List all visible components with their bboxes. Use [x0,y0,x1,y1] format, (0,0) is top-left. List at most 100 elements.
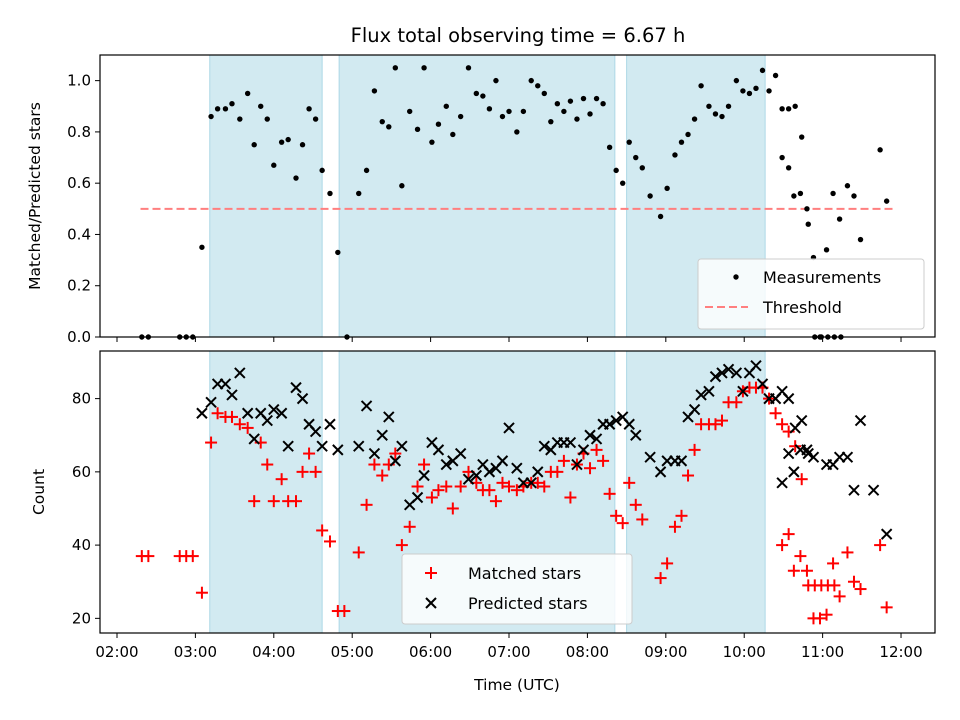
measurement-point [312,116,319,122]
predicted-star-point [296,392,309,405]
matched-star-point [531,476,544,489]
y-tick-label: 0.6 [67,174,91,192]
measurement-point [278,139,285,145]
matched-star-point [854,583,867,596]
matched-star-point [776,418,789,431]
matched-star-point [483,484,496,497]
predicted-star-point [854,414,867,427]
predicted-star-point [788,466,800,478]
measurement-point [626,139,632,145]
bottom-axes-frame [99,350,936,634]
matched-star-point [787,564,800,577]
matched-star-point [590,443,603,456]
measurement-point [823,247,830,253]
matched-star-point [296,465,309,478]
measurement-point [222,106,229,112]
measurement-point [606,144,613,150]
legend-predicted-label: Predicted stars [468,594,588,613]
predicted-star-point [275,407,288,419]
measurement-point [587,111,593,117]
x-tick-label: 06:00 [409,643,452,661]
x-tick-label: 04:00 [252,643,295,661]
measurement-point [548,118,554,125]
matched-star-point [440,480,453,493]
predicted-star-point [867,484,880,496]
measurement-point [785,165,792,171]
shaded-interval [209,54,323,338]
measurement-point [799,134,805,140]
predicted-star-point [709,370,722,383]
y-tick-label: 20 [72,609,91,627]
shaded-interval [338,54,616,338]
matched-star-point [597,454,610,467]
matched-star-point [389,447,402,460]
measurement-point [725,103,732,109]
predicted-star-point [703,385,715,397]
matched-star-point [510,484,523,497]
predicted-star-point [630,429,642,441]
y-tick-label: 40 [72,536,91,554]
top-axes-frame [99,54,936,338]
measurement-point [574,116,580,122]
predicted-star-point [750,359,762,372]
measurement-point [639,165,645,171]
measurement-point [486,106,493,112]
predicted-star-point [396,440,408,452]
predicted-star-point [610,414,622,427]
matched-star-point [682,469,695,482]
predicted-star-point [737,385,749,397]
measurement-point [392,65,399,71]
shaded-interval [209,350,323,634]
matched-star-point [323,535,336,548]
matched-star-point [827,557,840,570]
x-tick-label: 07:00 [487,643,530,661]
measurement-point [554,101,561,107]
predicted-star-point [219,378,232,390]
measurement-point [237,116,243,122]
measurement-point [244,90,251,97]
matched-star-point [446,502,459,515]
matched-star-point [776,539,789,552]
matched-star-point [233,418,246,431]
matched-star-point [661,557,674,570]
matched-star-point [730,396,743,409]
measurement-point [706,103,712,109]
predicted-star-point [756,378,769,390]
matched-star-point [795,473,808,486]
measurement-point [429,139,435,145]
measurement-point [251,142,257,148]
matched-star-point [454,480,467,493]
matched-star-point [551,465,564,478]
measurement-point [733,77,740,84]
predicted-star-point [316,440,328,452]
measurement-point [208,113,214,120]
measurement-point [633,154,639,161]
predicted-star-point [268,403,280,416]
measurement-point [450,131,456,138]
measurement-point [465,65,472,71]
measurement-point [457,113,464,120]
predicted-star-point [776,477,788,489]
predicted-star-point [462,473,475,485]
matched-star-point [489,495,502,508]
x-tick-label: 10:00 [723,643,766,661]
measurement-point [791,193,797,199]
measurement-point [356,190,362,197]
measurement-point [753,85,759,92]
predicted-star-point [644,451,656,463]
top-y-axis-label: Matched/Predicted stars [26,102,44,290]
measurement-point [792,103,798,109]
predicted-star-point [796,414,808,427]
measurement-point [678,139,685,145]
measurement-point [319,167,325,174]
measurement-point [580,95,587,102]
matched-star-point [616,517,629,530]
predicted-star-point [360,400,373,412]
matched-star-point [668,520,681,533]
matched-star-point [820,608,833,621]
measurement-point [327,190,333,197]
measurement-point [664,185,670,192]
y-tick-label: 60 [72,463,91,481]
matched-star-point [195,586,208,599]
predicted-star-point [577,444,590,456]
